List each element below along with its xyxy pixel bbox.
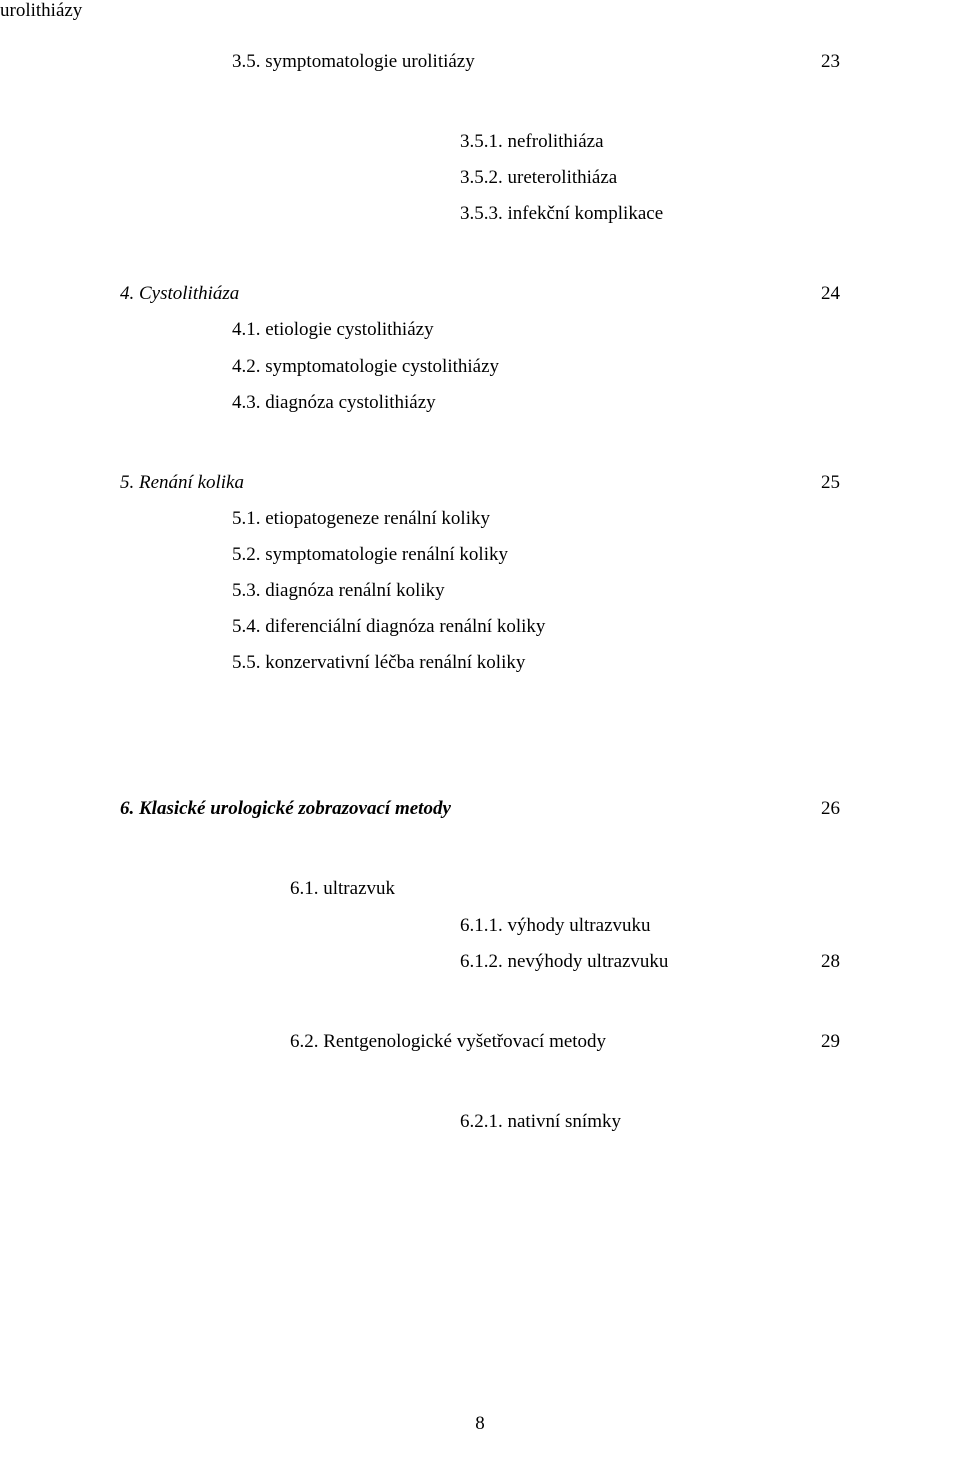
- toc-line: 3.5. symptomatologie urolitiázy 23: [232, 44, 840, 80]
- toc-page: 24: [821, 276, 840, 312]
- toc-text: 5. Renání kolika: [120, 465, 244, 501]
- toc-page: 29: [821, 1024, 840, 1060]
- page-number: 8: [0, 1413, 960, 1435]
- toc-line: 5. Renání kolika 25: [120, 465, 840, 501]
- toc-line: 3.5.1. nefrolithiáza: [460, 124, 840, 160]
- page-content: 3.5. symptomatologie urolitiázy 23 3.5.1…: [0, 0, 960, 1140]
- toc-line: 5.5. konzervativní léčba renální koliky: [232, 645, 840, 681]
- toc-line: 6. Klasické urologické zobrazovací metod…: [120, 791, 840, 827]
- toc-page: 23: [821, 44, 840, 80]
- toc-line: 6.1.1. výhody ultrazvuku: [460, 908, 840, 944]
- toc-line: 6.1. ultrazvuk: [290, 871, 840, 907]
- toc-text: 3.5. symptomatologie urolitiázy: [232, 44, 475, 80]
- toc-text: 6.2. Rentgenologické vyšetřovací metody: [290, 1024, 606, 1060]
- toc-line: 4. Cystolithiáza 24: [120, 276, 840, 312]
- toc-line: 4.1. etiologie cystolithiázy: [232, 312, 840, 348]
- toc-line: 6.2. Rentgenologické vyšetřovací metody …: [290, 1024, 840, 1060]
- toc-text: 6.1.2. nevýhody ultrazvuku: [460, 944, 668, 980]
- toc-page: 25: [821, 465, 840, 501]
- toc-line: 5.1. etiopatogeneze renální koliky: [232, 501, 840, 537]
- toc-line: 4.3. diagnóza cystolithiázy: [232, 385, 840, 421]
- header-fragment: urolithiázy: [0, 0, 82, 22]
- toc-line: 3.5.2. ureterolithiáza: [460, 160, 840, 196]
- toc-line: 3.5.3. infekční komplikace: [460, 196, 840, 232]
- toc-line: 5.2. symptomatologie renální koliky: [232, 537, 840, 573]
- toc-page: 28: [821, 944, 840, 980]
- toc-line: 4.2. symptomatologie cystolithiázy: [232, 349, 840, 385]
- toc-line: 5.4. diferenciální diagnóza renální koli…: [232, 609, 840, 645]
- toc-text: 6. Klasické urologické zobrazovací metod…: [120, 791, 451, 827]
- toc-line: 6.1.2. nevýhody ultrazvuku 28: [460, 944, 840, 980]
- toc-page: 26: [821, 791, 840, 827]
- toc-text: 4. Cystolithiáza: [120, 276, 239, 312]
- toc-line: 5.3. diagnóza renální koliky: [232, 573, 840, 609]
- toc-line: 6.2.1. nativní snímky: [460, 1104, 840, 1140]
